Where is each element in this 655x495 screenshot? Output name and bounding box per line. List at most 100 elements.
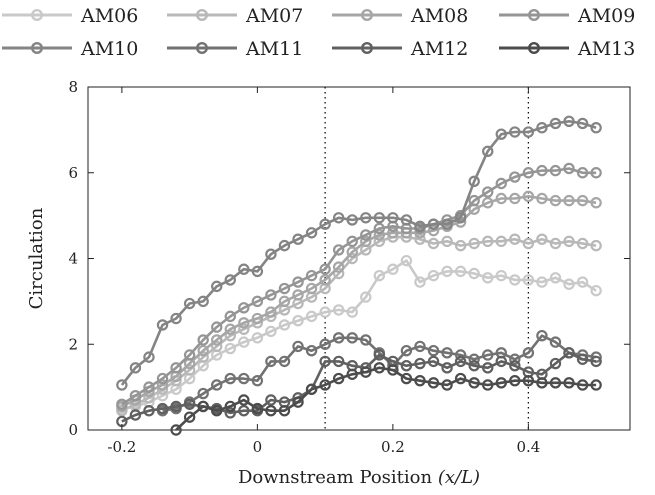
data-point [373,269,386,282]
legend-entry-AM06: AM06 [2,5,138,27]
data-point [454,349,467,361]
data-point [238,302,250,314]
data-point [170,312,182,325]
data-point [360,334,372,346]
y-axis-title: Circulation [26,207,47,309]
data-point [400,214,413,226]
legend-swatch-marker [361,8,374,22]
data-point [305,344,318,357]
data-point [549,272,562,284]
data-point [495,235,507,248]
data-point [482,272,494,284]
legend-label: AM12 [410,38,468,60]
data-point [278,239,291,252]
data-point [387,263,399,275]
series-AM10 [116,115,602,391]
data-point [183,297,196,310]
data-point [129,390,142,402]
data-point [197,400,209,413]
legend-label: AM06 [80,5,138,27]
data-point [509,233,521,245]
data-point [509,353,521,365]
data-point [183,364,196,376]
data-point [224,342,236,355]
data-point [414,357,426,370]
data-point [332,304,345,316]
data-point [590,284,602,297]
data-point [414,374,426,387]
data-point [373,212,386,224]
data-point [292,276,304,288]
data-point [495,355,507,368]
data-point [468,267,480,280]
data-point [211,321,223,333]
data-point [292,396,304,408]
data-point [549,117,562,130]
data-point [224,323,236,335]
series-AM13 [170,362,602,436]
data-point [590,355,602,368]
series-line-AM09 [121,167,597,406]
data-point [482,235,494,248]
data-point [238,263,250,275]
data-point [522,347,535,359]
data-point [278,295,291,308]
data-point [482,145,494,158]
y-tick-label: 4 [68,250,78,268]
data-point [522,167,535,179]
data-point [224,407,236,419]
series-line-AM13 [175,366,597,431]
x-axis-title-math: (x/L) [438,467,480,488]
data-point [224,274,236,286]
data-point [441,379,453,391]
data-point [441,265,453,278]
data-point [414,220,426,233]
data-point [292,314,304,327]
legend-entry-AM08: AM08 [332,5,468,27]
data-point [482,186,494,198]
data-point [224,310,236,323]
data-point [522,190,535,203]
legend-entry-AM09: AM09 [499,5,635,27]
data-point [549,164,562,177]
series-line-AM07 [121,235,597,412]
data-point [576,117,589,130]
series-line-AM12 [121,351,597,423]
series-line-AM06 [121,259,597,410]
data-point [265,405,277,417]
data-point [468,175,480,188]
data-point [211,334,223,346]
data-point [332,261,345,273]
data-point [549,377,562,389]
data-point [576,237,589,250]
data-point [414,276,426,288]
data-point [549,237,562,250]
data-point [319,306,331,318]
legend-swatch-marker [361,42,374,55]
legend-entry-AM07: AM07 [167,5,303,27]
data-point [427,377,440,389]
data-point [211,379,223,391]
data-point [576,276,589,288]
data-point [360,235,372,248]
data-point [251,374,264,387]
data-point [211,340,223,353]
data-point [319,218,331,230]
x-tick-label: -0.2 [107,438,136,456]
data-point [387,364,399,376]
data-point [536,276,548,288]
series-line-AM08 [121,195,597,408]
data-point [373,362,386,374]
data-point [251,402,264,415]
x-tick-label: 0.2 [381,438,405,456]
data-point [197,387,209,400]
plot-frame [87,86,631,431]
data-point [143,351,155,363]
data-point [414,233,426,245]
data-point [400,359,413,372]
data-point [509,171,521,183]
data-point [156,402,169,415]
data-point [373,229,386,241]
data-point [400,372,413,385]
legend: AM06 AM07 AM08 AM09 AM10 AM11 AM12 AM13 [2,5,635,60]
